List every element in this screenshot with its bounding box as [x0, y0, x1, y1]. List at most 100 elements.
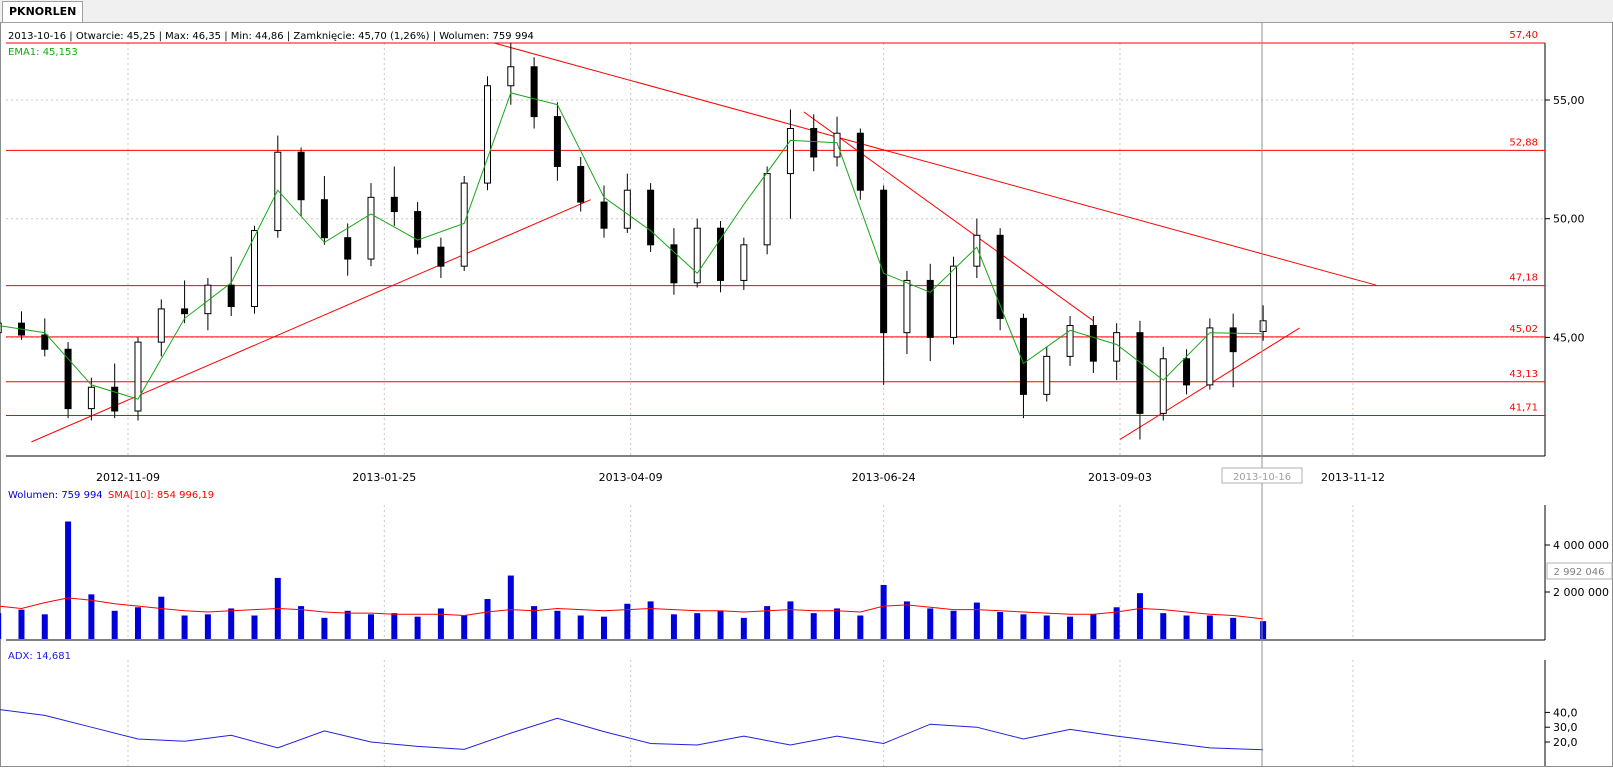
- volume-bar: [717, 610, 724, 639]
- level-label: 43,13: [1509, 369, 1538, 380]
- candle-body: [181, 308, 189, 315]
- volume-bar: [18, 609, 25, 639]
- volume-bar: [321, 617, 328, 639]
- volume-bar: [740, 617, 747, 639]
- volume-bar: [181, 615, 188, 639]
- volume-bar: [927, 608, 934, 639]
- candle-body: [320, 199, 328, 239]
- volume-bar: [1206, 615, 1213, 639]
- candle-body: [437, 246, 445, 267]
- volume-bar: [997, 611, 1004, 639]
- volume-bar: [437, 608, 444, 639]
- level-label: 41,71: [1509, 403, 1538, 414]
- ema-legend: EMA1: 45,153: [8, 47, 78, 58]
- volume-bar: [647, 601, 654, 639]
- tab-pknorlen[interactable]: PKNORLEN: [2, 1, 84, 22]
- adx-y-tick-label: 40,0: [1553, 706, 1578, 719]
- cursor-volume-label: 2 992 046: [1554, 567, 1605, 578]
- volume-bar: [88, 594, 95, 639]
- volume-bar: [787, 601, 794, 639]
- level-label: 45,02: [1509, 324, 1538, 335]
- volume-bar: [531, 606, 538, 639]
- candle-body: [670, 244, 678, 284]
- volume-bar: [1113, 607, 1120, 639]
- candle-body: [810, 127, 818, 158]
- volume-bar: [764, 606, 771, 639]
- volume-bar: [1090, 614, 1097, 639]
- candle-body: [1113, 332, 1121, 362]
- volume-y-tick-label: 4 000 000: [1553, 539, 1609, 552]
- candle-body: [1136, 332, 1144, 414]
- candle-body: [1043, 355, 1051, 395]
- candle-body: [484, 85, 492, 184]
- candle-body: [880, 189, 888, 334]
- volume-bar: [1160, 613, 1167, 639]
- candle-body: [64, 348, 72, 410]
- trendline-support-main: [31, 199, 591, 443]
- candle-body: [600, 201, 608, 229]
- volume-bar: [204, 614, 211, 639]
- candle-body: [973, 234, 981, 267]
- volume-bar: [1043, 615, 1050, 639]
- volume-bar: [1260, 621, 1267, 639]
- candle-body: [740, 244, 748, 281]
- candle-body: [204, 284, 212, 315]
- volume-bar: [973, 602, 980, 639]
- adx-legend: ADX: 14,681: [8, 651, 71, 662]
- candle-body: [717, 227, 725, 281]
- ohlc-info-line: 2013-10-16 | Otwarcie: 45,25 | Max: 46,3…: [8, 31, 534, 42]
- candle-body: [297, 151, 305, 201]
- adx-line: [0, 709, 1264, 751]
- horizontal-levels: 57,40 52,88 47,18 45,02 43,13 41,71: [6, 30, 1545, 417]
- candle-body: [1183, 358, 1191, 386]
- candle-body: [250, 230, 258, 308]
- volume-bar: [1183, 615, 1190, 639]
- volume-bar: [298, 606, 305, 639]
- volume-bar: [1136, 593, 1143, 639]
- volume-bar: [554, 610, 561, 639]
- volume-bar: [1230, 617, 1237, 639]
- candle-body: [111, 386, 119, 412]
- adx-y-tick-label: 20,0: [1553, 736, 1578, 749]
- y-tick-labels: 45,00 50,00 55,00: [1545, 94, 1585, 344]
- volume-bar: [601, 616, 608, 639]
- candle-body: [647, 189, 655, 246]
- candle-body: [1159, 358, 1167, 414]
- volume-bars: [0, 521, 1267, 639]
- volume-bar: [251, 615, 258, 639]
- volume-bar: [624, 603, 631, 639]
- candle-body: [903, 279, 911, 334]
- volume-bar: [391, 613, 398, 639]
- x-tick-label: 2013-04-09: [599, 471, 663, 484]
- volume-legend: Wolumen: 759 994: [8, 490, 103, 501]
- sma-legend: SMA[10]: 854 996,19: [108, 490, 214, 501]
- candle-body: [87, 386, 95, 410]
- volume-bar: [344, 610, 351, 639]
- volume-bar: [834, 608, 841, 639]
- candle-body: [414, 211, 422, 248]
- candle-body: [367, 196, 375, 260]
- volume-bar: [0, 613, 2, 639]
- volume-y-tick-labels: 2 000 000 4 000 000: [1545, 539, 1609, 599]
- volume-bar: [65, 521, 72, 639]
- candle-body: [157, 308, 165, 343]
- y-tick-label: 50,00: [1553, 213, 1585, 226]
- candle-body: [856, 132, 864, 191]
- y-tick-label: 55,00: [1553, 94, 1585, 107]
- ema-line: [0, 92, 1264, 400]
- candle-body: [1229, 327, 1237, 353]
- volume-bar: [903, 601, 910, 639]
- x-tick-label: 2013-01-25: [352, 471, 416, 484]
- candle-body: [950, 265, 958, 338]
- level-label: 47,18: [1509, 273, 1538, 284]
- candle-body: [227, 284, 235, 308]
- volume-bar: [1067, 616, 1074, 639]
- volume-bar: [484, 599, 491, 639]
- volume-bar: [670, 614, 677, 639]
- volume-bar: [857, 615, 864, 639]
- candle-body: [0, 322, 2, 334]
- candle-body: [507, 66, 515, 87]
- candle-body: [530, 66, 538, 118]
- volume-bar: [950, 610, 957, 639]
